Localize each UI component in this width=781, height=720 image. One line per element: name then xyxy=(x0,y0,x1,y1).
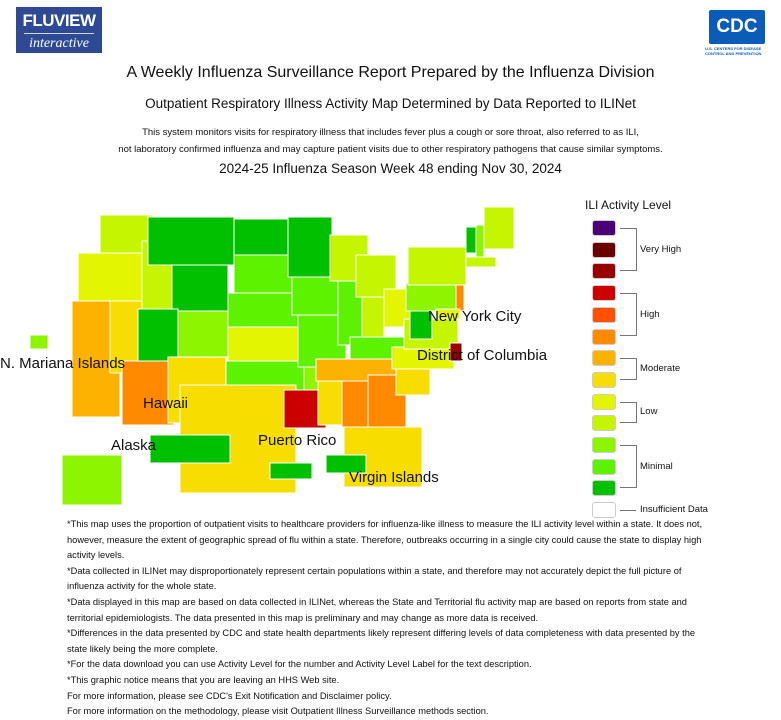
state-al[interactable] xyxy=(341,380,369,428)
footnote: *For the data download you can use Activ… xyxy=(67,659,532,670)
legend-swatch xyxy=(592,328,616,345)
footnote: *This graphic notice means that you are … xyxy=(67,674,340,685)
state-ms[interactable] xyxy=(317,380,345,426)
state-nh[interactable] xyxy=(475,224,485,258)
page-subtitle: Outpatient Respiratory Illness Activity … xyxy=(145,96,636,111)
state-pa[interactable] xyxy=(405,282,457,312)
footnote: *This map uses the proportion of outpati… xyxy=(67,519,703,561)
state-vi[interactable] xyxy=(325,454,367,474)
legend: ILI Activity Level Very High High Moderate… xyxy=(585,198,775,520)
state-pr[interactable] xyxy=(269,462,313,480)
state-ut[interactable] xyxy=(137,308,179,362)
label-hawaii: Hawaii xyxy=(143,395,189,412)
legend-label-minimal: Minimal xyxy=(640,460,673,472)
description-line: This system monitors visits for respirat… xyxy=(142,127,639,138)
us-activity-map[interactable] xyxy=(0,195,570,505)
fluview-logo-subtext: interactive xyxy=(29,36,89,51)
description: This system monitors visits for respirat… xyxy=(0,124,781,158)
cdc-logo[interactable]: CDC xyxy=(709,10,765,44)
fluview-logo[interactable]: FLUVIEW interactive xyxy=(16,7,102,53)
state-dc[interactable] xyxy=(449,342,463,362)
cdc-logo-subtext: U.S. CENTERS FOR DISEASE CONTROL AND PRE… xyxy=(705,46,762,56)
label-puerto-rico: Puerto Rico xyxy=(258,432,337,449)
state-ny[interactable] xyxy=(407,246,467,286)
legend-swatch xyxy=(592,263,616,280)
state-nd[interactable] xyxy=(233,218,289,256)
state-sd[interactable] xyxy=(233,254,293,294)
legend-swatch xyxy=(592,306,616,323)
legend-swatch xyxy=(592,285,616,302)
legend-swatch xyxy=(592,458,616,475)
footnotes: *This map uses the proportion of outpati… xyxy=(67,517,717,720)
label-alaska: Alaska xyxy=(111,437,157,454)
legend-label-low: Low xyxy=(640,406,658,418)
legend-swatch xyxy=(592,220,616,236)
footnote: *Data displayed in this map are based on… xyxy=(67,596,687,623)
legend-swatch xyxy=(592,350,616,367)
state-nmi[interactable] xyxy=(29,334,49,350)
state-wy[interactable] xyxy=(171,264,229,312)
legend-label-insufficient: Insufficient Data xyxy=(640,504,708,516)
footnote: *Data collected in ILINet may disproport… xyxy=(67,565,682,592)
state-sc[interactable] xyxy=(395,366,431,396)
page-title: A Weekly Influenza Surveillance Report P… xyxy=(126,64,655,81)
legend-title: ILI Activity Level xyxy=(585,198,672,212)
legend-swatch xyxy=(592,393,616,410)
fluview-logo-text: FLUVIEW xyxy=(22,11,97,30)
label-virgin-islands: Virgin Islands xyxy=(349,469,439,486)
state-ak[interactable] xyxy=(61,454,123,505)
legend-bracket xyxy=(620,293,637,337)
legend-swatch xyxy=(592,437,616,453)
legend-bracket xyxy=(620,445,637,489)
state-az[interactable] xyxy=(121,360,175,426)
label-dc: District of Columbia xyxy=(417,347,548,364)
state-ks[interactable] xyxy=(227,326,305,362)
state-mn[interactable] xyxy=(287,216,333,278)
description-line: not laboratory confirmed influenza and m… xyxy=(118,144,663,155)
legend-label-very_high: Very High xyxy=(640,243,682,255)
divider xyxy=(24,33,94,34)
label-nyc: New York City xyxy=(428,308,522,325)
state-vt[interactable] xyxy=(465,226,477,254)
label-nmi: N. Mariana Islands xyxy=(0,355,126,372)
legend-swatch xyxy=(592,480,616,497)
legend-label-high: High xyxy=(640,308,660,320)
state-in[interactable] xyxy=(361,296,385,340)
legend-bracket xyxy=(620,358,637,380)
legend-swatch xyxy=(592,371,616,388)
week-label: 2024-25 Influenza Season Week 48 ending … xyxy=(219,161,562,176)
state-me[interactable] xyxy=(483,206,515,250)
state-md[interactable] xyxy=(435,308,461,320)
state-or[interactable] xyxy=(77,252,143,302)
state-ne[interactable] xyxy=(227,292,299,328)
legend-bracket xyxy=(620,401,637,424)
footnote: *Differences in the data presented by CD… xyxy=(67,628,696,654)
legend-bracket xyxy=(620,228,637,272)
state-ia[interactable] xyxy=(291,276,339,316)
legend-swatch xyxy=(592,502,616,519)
state-mt[interactable] xyxy=(147,216,235,266)
state-hi[interactable] xyxy=(149,434,231,464)
exit-notification-link[interactable]: For more information, please see CDC's E… xyxy=(67,690,392,701)
legend-label-moderate: Moderate xyxy=(640,363,681,375)
legend-swatch xyxy=(592,241,616,258)
state-ma[interactable] xyxy=(465,256,497,268)
legend-swatch xyxy=(592,415,616,432)
methods-link[interactable]: For more information on the methodology,… xyxy=(67,706,489,717)
